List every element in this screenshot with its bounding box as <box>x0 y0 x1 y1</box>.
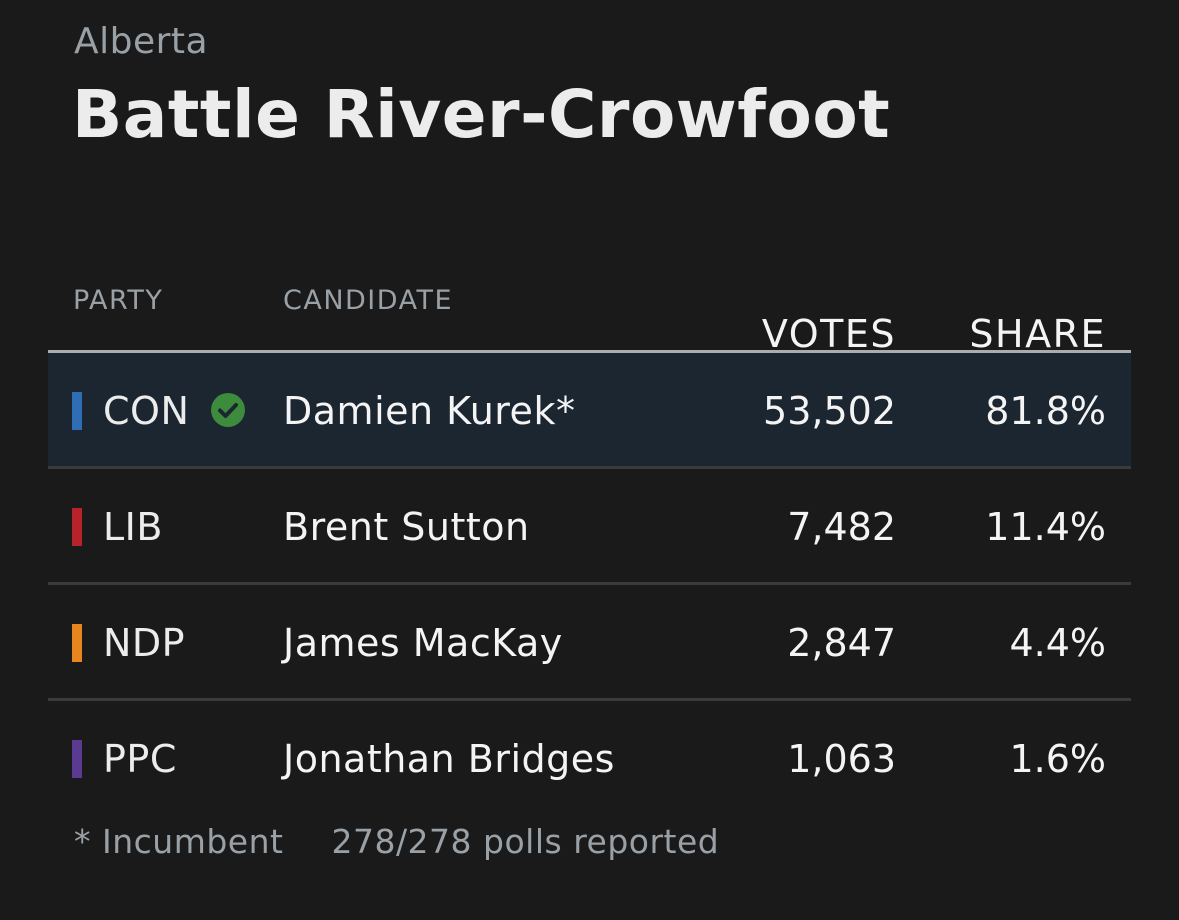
column-header-share: SHARE <box>969 312 1106 356</box>
vote-count: 7,482 <box>787 505 896 549</box>
vote-count: 53,502 <box>763 389 896 433</box>
vote-count: 1,063 <box>787 737 896 781</box>
province-label: Alberta <box>74 21 209 62</box>
riding-title: Battle River-Crowfoot <box>72 76 891 153</box>
party-color-swatch <box>72 624 82 662</box>
vote-share: 11.4% <box>985 505 1106 549</box>
vote-share: 1.6% <box>1009 737 1106 781</box>
results-footer: * Incumbent 278/278 polls reported <box>74 822 719 862</box>
column-header-candidate: CANDIDATE <box>283 285 454 316</box>
party-code: CON <box>103 389 190 433</box>
table-header: PARTY CANDIDATE VOTES SHARE <box>48 276 1131 357</box>
incumbent-note: * Incumbent <box>74 822 284 861</box>
table-row: NDP James MacKay 2,847 4.4% <box>48 585 1131 701</box>
party-color-swatch <box>72 740 82 778</box>
party-code: LIB <box>103 505 163 549</box>
table-row: CON Damien Kurek* 53,502 81.8% <box>48 350 1131 469</box>
column-header-votes: VOTES <box>761 312 896 356</box>
party-code: PPC <box>103 737 177 781</box>
party-color-swatch <box>72 508 82 546</box>
polls-reported: 278/278 polls reported <box>331 822 720 861</box>
results-table: PARTY CANDIDATE VOTES SHARE CON Damien K… <box>48 276 1131 814</box>
vote-share: 81.8% <box>985 389 1106 433</box>
candidate-name: Brent Sutton <box>283 505 530 549</box>
vote-share: 4.4% <box>1009 621 1106 665</box>
candidate-name: James MacKay <box>283 621 563 665</box>
column-header-party: PARTY <box>73 285 164 316</box>
vote-count: 2,847 <box>787 621 896 665</box>
candidate-name: Jonathan Bridges <box>283 737 615 781</box>
check-circle-icon <box>211 393 245 427</box>
party-color-swatch <box>72 392 82 430</box>
party-code: NDP <box>103 621 186 665</box>
candidate-name: Damien Kurek* <box>283 389 576 433</box>
table-row: LIB Brent Sutton 7,482 11.4% <box>48 469 1131 585</box>
table-row: PPC Jonathan Bridges 1,063 1.6% <box>48 701 1131 814</box>
